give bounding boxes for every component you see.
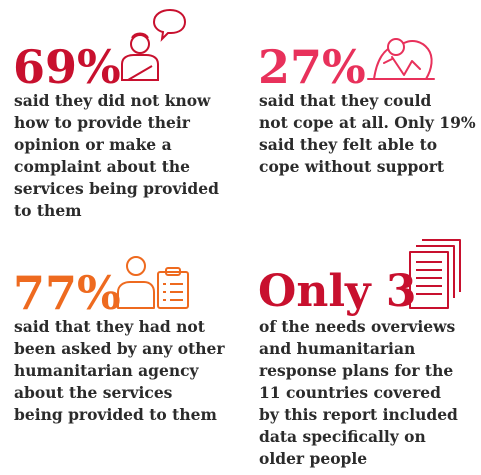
desc-line: about the services [14, 383, 173, 402]
desc-line: how to provide their [14, 113, 190, 132]
desc-line: cope without support [259, 157, 445, 176]
desc-line: 11 countries covered [259, 383, 441, 402]
desc-line: being provided to them [14, 405, 217, 424]
desc-line: humanitarian agency [14, 361, 199, 380]
stat-figure-77: 77% [13, 266, 121, 320]
desc-line: complaint about the [14, 157, 190, 176]
speech-bubble-person-icon [121, 8, 187, 81]
desc-line: said they felt able to [259, 135, 438, 154]
stat-figure-69: 69% [13, 40, 121, 94]
desc-line: not cope at all. Only 19% [259, 113, 476, 132]
desc-line: response plans for the [259, 361, 454, 380]
stat-figure-27: 27% [258, 40, 366, 94]
stat-description-77: said that they had not been asked by any… [14, 316, 225, 426]
desc-line: by this report included [259, 405, 458, 424]
desc-line: said they did not know [14, 91, 211, 110]
desc-line: of the needs overviews [259, 317, 456, 336]
documents-stack-icon [409, 239, 461, 309]
desc-line: said that they had not [14, 317, 205, 336]
stat-description-only-3: of the needs overviews and humanitarian … [259, 316, 458, 470]
desc-line: been asked by any other [14, 339, 225, 358]
desc-line: said that they could [259, 91, 432, 110]
desc-line: to them [14, 201, 82, 220]
desc-line: services being provided [14, 179, 219, 198]
stat-description-69: said they did not know how to provide th… [14, 90, 219, 222]
desc-line: and humanitarian [259, 339, 416, 358]
desc-line: data specifically on [259, 427, 426, 446]
stat-description-27: said that they could not cope at all. On… [259, 90, 476, 178]
stat-figure-only-3: Only 3 [258, 266, 417, 317]
distressed-person-icon [367, 38, 435, 80]
desc-line: older people [259, 449, 368, 468]
person-clipboard-icon [117, 256, 189, 309]
desc-line: opinion or make a [14, 135, 172, 154]
